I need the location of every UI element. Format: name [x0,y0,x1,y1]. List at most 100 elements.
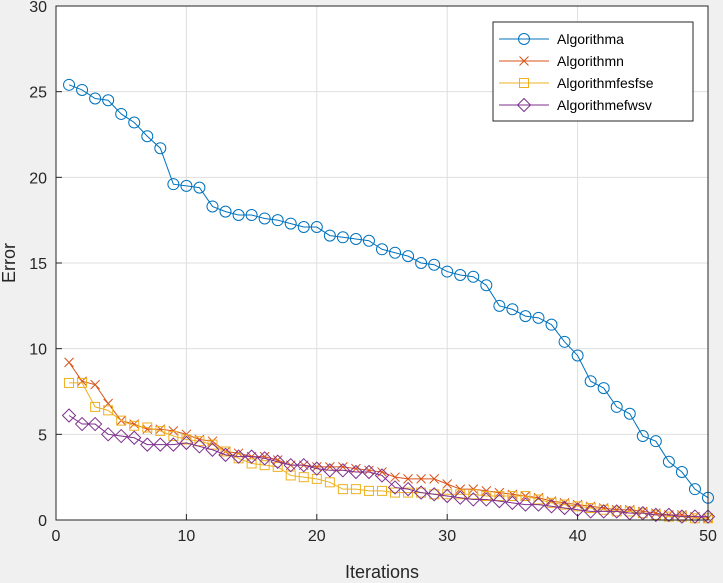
data-point [376,243,388,256]
data-point [115,107,128,120]
data-point [518,497,533,512]
data-point [335,463,351,478]
data-point [63,78,76,91]
data-point [194,436,205,447]
data-point [311,462,322,472]
data-point [231,449,246,464]
data-point [389,246,402,259]
data-point [441,265,454,278]
data-point [193,181,206,194]
data-point [127,430,142,445]
data-point [623,407,636,420]
data-point [100,427,116,442]
data-point [361,464,377,480]
data-point [87,416,103,432]
data-point [597,382,610,395]
y-tick-label: 30 [29,0,47,16]
data-point [466,492,481,507]
data-point [453,490,468,505]
y-tick-label: 25 [29,85,47,102]
data-point [207,439,218,450]
data-point [116,415,127,426]
data-point [413,485,429,500]
data-point [74,416,90,432]
series-line [69,382,708,519]
data-point [402,250,415,263]
series-line [68,84,709,499]
data-point [429,489,440,500]
data-point [596,504,611,519]
data-point [687,509,703,524]
data-point [636,430,649,443]
data-point [583,504,598,519]
data-point [661,507,677,523]
data-point [220,446,231,457]
data-point [258,212,271,225]
data-point [113,428,129,444]
data-point [205,442,220,457]
data-point [155,425,166,436]
data-point [455,484,466,495]
legend-marker [519,78,529,88]
data-point [77,377,88,388]
data-point [494,491,505,502]
data-point [520,491,531,502]
data-point [337,484,348,495]
y-tick-label: 10 [29,342,47,359]
data-point [480,279,493,292]
data-point [323,229,336,242]
y-tick-label: 15 [29,256,47,273]
data-point [533,494,544,505]
data-point [531,497,546,512]
data-point [142,422,153,433]
legend-label: Algorithmn [557,53,624,69]
y-tick-label: 5 [38,427,47,444]
data-point [167,178,180,191]
data-point [426,487,442,502]
data-point [348,464,364,480]
series-line [68,415,708,518]
data-point [492,493,507,509]
data-point [505,495,520,511]
data-point [336,231,349,244]
data-point [181,434,192,445]
x-tick-label: 40 [569,528,587,545]
data-point [61,408,77,423]
data-point [350,484,361,495]
data-point [64,357,74,368]
data-point [245,209,258,222]
x-tick-label: 10 [178,528,196,545]
data-point [259,460,270,471]
data-point [403,487,414,498]
data-point [609,504,624,519]
data-point [467,270,480,283]
data-point [244,449,259,464]
data-point [103,398,114,409]
legend-item: Algorithmfesfse [499,75,654,91]
data-point [481,486,492,496]
data-point [246,458,257,469]
data-point [559,499,570,510]
data-point [532,311,545,324]
legend-item: Algorithma [499,31,624,47]
legend-marker [519,56,529,66]
data-point [309,461,325,476]
data-point [283,457,298,473]
data-point [324,477,335,488]
data-point [284,217,297,230]
data-point [662,455,675,468]
data-point [179,435,194,451]
data-point [468,489,479,500]
data-point [363,485,374,496]
tick-labels: 0 10 20 30 40 50 0 5 10 15 20 25 30 [29,0,717,545]
data-point [455,489,466,500]
data-point [400,481,416,497]
x-tick-label: 30 [438,528,456,545]
legend-marker [516,97,532,113]
data-point [102,94,115,107]
data-point [468,484,479,495]
data-point [545,318,558,331]
y-axis-title: Error [0,243,19,283]
data-point [403,474,413,484]
data-point [206,200,219,213]
